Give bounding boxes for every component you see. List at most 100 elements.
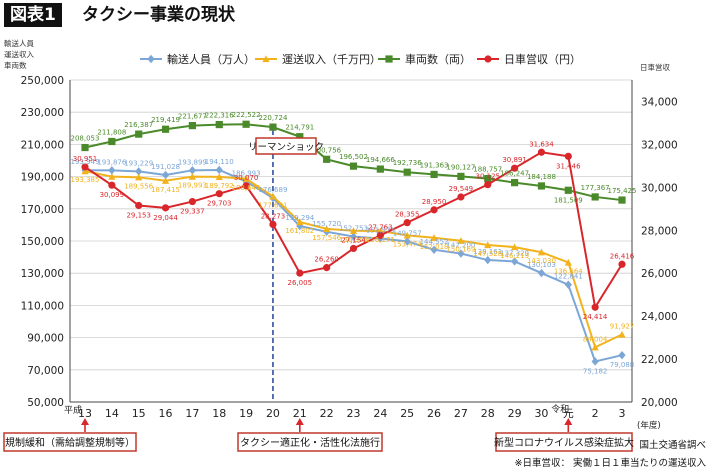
- data-point: [323, 225, 331, 232]
- data-point: [591, 343, 599, 351]
- data-point: [349, 244, 358, 253]
- data-label: 186,247: [500, 170, 529, 178]
- data-point: [161, 125, 170, 133]
- x-tick-label: 16: [159, 407, 173, 420]
- data-label: 28,950: [422, 198, 447, 206]
- data-label: 194,110: [205, 158, 234, 166]
- data-label: 142,200: [446, 242, 475, 250]
- data-label: 26,005: [288, 279, 313, 287]
- data-point: [403, 231, 411, 239]
- data-label: 192,736: [393, 159, 422, 167]
- data-label: 26,260: [314, 256, 339, 264]
- x-tick-label: 13: [78, 407, 92, 420]
- data-label: 29,549: [449, 185, 474, 193]
- data-point: [376, 231, 384, 239]
- data-label: 149,757: [393, 229, 422, 237]
- data-label: 29,337: [180, 208, 205, 216]
- event-arrow-head: [564, 418, 573, 425]
- data-point: [618, 330, 626, 338]
- data-point: [457, 172, 465, 180]
- data-point: [323, 155, 331, 163]
- data-point: [349, 232, 358, 241]
- data-point: [296, 269, 304, 277]
- data-label: 151,573: [366, 226, 395, 234]
- data-label: 181,509: [554, 196, 583, 204]
- data-point: [108, 173, 116, 180]
- data-label: 30,099: [100, 191, 125, 199]
- data-label: 79,088: [610, 361, 635, 369]
- data-label: 193,949: [71, 158, 100, 166]
- data-label: 29,703: [207, 200, 232, 208]
- data-label: 156,171: [366, 236, 395, 244]
- data-label: 24,414: [583, 313, 608, 321]
- data-point: [564, 152, 572, 160]
- data-label: 30,070: [234, 174, 259, 182]
- x-tick-label: 25: [400, 407, 414, 420]
- event-box: [3, 432, 137, 452]
- data-label: 191,028: [151, 163, 180, 171]
- data-label: 157,546: [312, 234, 341, 242]
- left-axis-label: 運送収入: [4, 49, 34, 59]
- data-point: [349, 227, 358, 234]
- lehman-box: [255, 137, 317, 155]
- event-arrow-head: [295, 418, 304, 425]
- data-label: 130,103: [527, 261, 556, 269]
- data-label: 189,792: [205, 182, 234, 190]
- legend-marker: [262, 55, 270, 63]
- x-tick-label: 18: [212, 407, 226, 420]
- y-right-tick-label: 34,000: [641, 96, 678, 108]
- x-tick-label: 22: [320, 407, 334, 420]
- y-right-tick-label: 20,000: [641, 397, 678, 409]
- data-point: [161, 177, 170, 184]
- data-label: 28,355: [395, 211, 420, 219]
- data-label: 29,044: [153, 214, 178, 222]
- x-unit-label: (年度): [637, 420, 661, 431]
- y-left-tick-label: 130,000: [21, 268, 64, 280]
- data-point: [430, 170, 438, 179]
- data-label: 221,677: [178, 113, 207, 121]
- data-label: 176,689: [258, 186, 287, 194]
- y-right-tick-label: 30,000: [641, 182, 678, 194]
- data-label: 194,666: [366, 156, 395, 164]
- data-point: [484, 241, 492, 249]
- data-label: 222,316: [205, 112, 234, 120]
- data-label: 153,474: [393, 240, 422, 248]
- data-point: [242, 120, 250, 128]
- data-label: 75,182: [583, 367, 608, 375]
- data-label: 219,419: [151, 116, 180, 124]
- data-label: 200,756: [312, 146, 341, 154]
- right-axis-label: 日車営収: [640, 62, 670, 72]
- y-right-tick-label: 22,000: [641, 354, 678, 366]
- data-point: [108, 181, 116, 189]
- data-point: [564, 280, 572, 289]
- y-left-tick-label: 110,000: [21, 300, 64, 312]
- data-label: 177,367: [581, 184, 610, 192]
- data-point: [457, 237, 465, 244]
- data-point: [135, 130, 143, 138]
- lehman-label: リーマンショック: [248, 142, 324, 153]
- data-label: 186,993: [232, 169, 261, 177]
- legend-label: 日車営収（円）: [504, 52, 581, 66]
- event-label: 新型コロナウイルス感染症拡大: [494, 436, 634, 449]
- data-point: [296, 218, 304, 226]
- data-point: [430, 245, 438, 254]
- data-point: [242, 175, 250, 182]
- data-label: 156,359: [339, 236, 368, 244]
- data-label: 222,522: [232, 111, 261, 119]
- x-tick-label: 19: [239, 407, 253, 420]
- data-point: [618, 196, 626, 204]
- data-point: [323, 264, 331, 272]
- data-point: [349, 162, 358, 170]
- data-point: [215, 190, 223, 198]
- data-label: 150,169: [446, 246, 475, 254]
- data-point: [430, 206, 438, 214]
- data-point: [430, 234, 438, 241]
- y-left-tick-label: 150,000: [21, 236, 64, 248]
- data-point: [135, 173, 143, 181]
- data-point: [511, 257, 519, 266]
- data-point: [108, 166, 116, 175]
- data-point: [537, 182, 546, 190]
- y-left-tick-label: 210,000: [21, 139, 64, 151]
- x-tick-label: 3: [619, 407, 626, 420]
- event-box: [237, 432, 383, 452]
